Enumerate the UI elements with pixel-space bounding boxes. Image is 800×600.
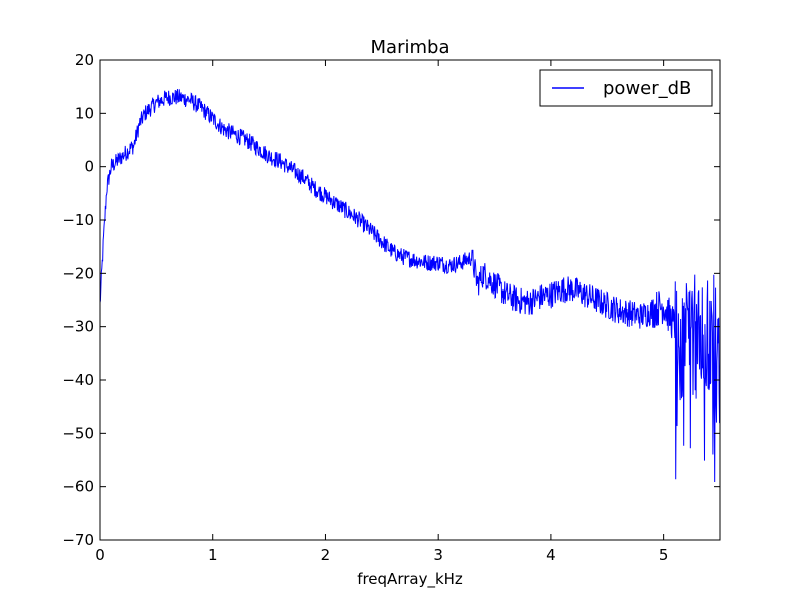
x-tick-label: 0 bbox=[95, 546, 105, 564]
legend-label-power-db: power_dB bbox=[603, 78, 691, 99]
x-tick-label: 5 bbox=[659, 546, 669, 564]
plot-frame bbox=[99, 59, 721, 541]
plot-background bbox=[100, 60, 720, 540]
y-tick-label: −50 bbox=[62, 424, 94, 442]
y-tick-label: 0 bbox=[84, 158, 94, 176]
y-tick-label: 10 bbox=[75, 104, 94, 122]
x-tick-label: 3 bbox=[433, 546, 443, 564]
x-tick-label: 2 bbox=[321, 546, 331, 564]
y-tick-label: 20 bbox=[75, 51, 94, 69]
y-tick-label: −10 bbox=[62, 211, 94, 229]
chart-title: Marimba bbox=[371, 37, 450, 58]
y-tick-label: −20 bbox=[62, 264, 94, 282]
series-line-power-db bbox=[99, 89, 721, 482]
x-tick-label: 1 bbox=[208, 546, 218, 564]
plot-area bbox=[99, 59, 721, 541]
series-layer bbox=[99, 89, 721, 482]
x-axis-label: freqArray_kHz bbox=[357, 570, 463, 589]
legend: power_dB bbox=[539, 69, 713, 107]
x-tick-label: 4 bbox=[546, 546, 556, 564]
x-axis: 0 1 2 3 4 5 bbox=[95, 60, 668, 564]
y-axis: 20 10 0 −10 −20 −30 −40 −50 −60 −70 bbox=[62, 51, 720, 549]
y-tick-label: −60 bbox=[62, 478, 94, 496]
y-tick-label: −40 bbox=[62, 371, 94, 389]
y-tick-label: −30 bbox=[62, 318, 94, 336]
y-tick-label: −70 bbox=[62, 531, 94, 549]
